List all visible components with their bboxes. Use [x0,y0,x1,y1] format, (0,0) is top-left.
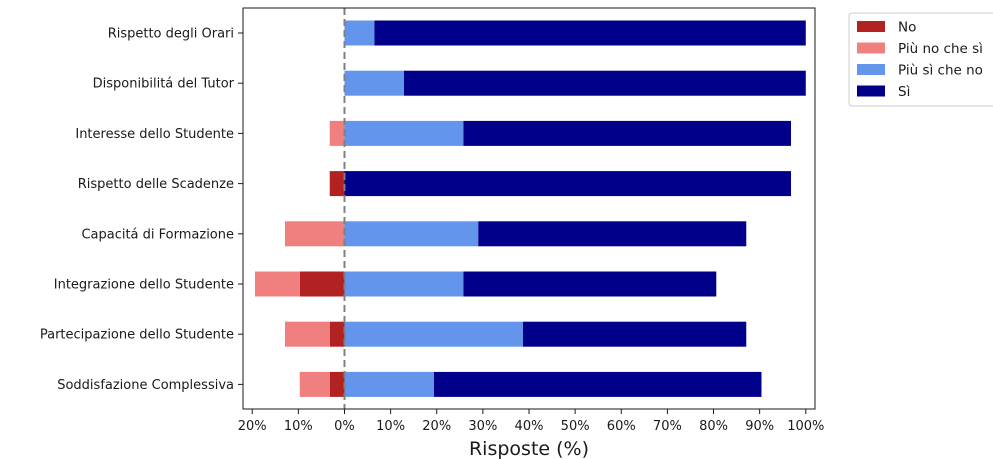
y-tick-label-partecipazione-dello-studente: Partecipazione dello Studente [40,328,234,343]
legend-box [848,12,993,107]
x-tick-label: 10% [284,419,313,434]
legend-label-no: No [898,20,916,36]
x-tick-label: 60% [607,419,636,434]
legend-label-si: Sì [898,84,910,100]
x-axis: 20% 10% 0% 10% 20% 30% 40% 50% 60% 70% 80% 90% 100% [238,409,824,434]
bar-capacita-di-formazione-piu-si-che-no [344,221,479,247]
y-tick-label-rispetto-delle-scadenze: Rispetto delle Scadenze [78,177,234,192]
bar-rispetto-degli-orari-piu-si-che-no [344,20,375,46]
legend-swatch-no [857,21,885,32]
y-tick-label-rispetto-degli-orari: Rispetto degli Orari [108,27,234,42]
x-axis-title: Risposte (%) [469,438,589,459]
y-tick-label-capacita-di-formazione: Capacitá di Formazione [81,227,234,242]
x-tick-label: 70% [653,419,682,434]
legend-label-piu-no-che-si: Più no che sì [898,41,983,57]
x-tick-label: 80% [699,419,728,434]
bar-partecipazione-dello-studente-piu-no-che-si [284,321,330,347]
x-tick-label: 10% [376,419,405,434]
x-tick-label: 20% [422,419,451,434]
y-axis: Rispetto degli Orari Disponibilitá del Tu… [40,27,243,393]
bar-interesse-dello-studente-si [463,120,792,146]
legend-swatch-si [857,85,885,97]
legend-swatch-piu-si-che-no [857,64,885,75]
plot-frame [242,7,816,410]
y-tick-label-interesse-dello-studente: Interesse dello Studente [75,127,234,142]
bar-soddisfazione-complessiva-no [329,371,345,397]
bar-integrazione-dello-studente-piu-no-che-si [254,271,300,297]
bar-soddisfazione-complessiva-piu-no-che-si [299,371,330,397]
bar-integrazione-dello-studente-piu-si-che-no [344,271,464,297]
x-tick-label: 40% [515,419,544,434]
x-tick-label: 0% [334,419,355,434]
bar-integrazione-dello-studente-si [463,271,717,297]
bar-disponibilita-del-tutor-piu-si-che-no [344,70,404,96]
legend: No Più no che sì Più sì che no Sì [848,12,993,107]
bar-rispetto-delle-scadenze-si [344,171,792,197]
x-tick-label: 50% [561,419,590,434]
x-tick-label: 30% [468,419,497,434]
y-tick-label-integrazione-dello-studente: Integrazione dello Studente [54,278,234,293]
bar-capacita-di-formazione-si [478,221,747,247]
bar-soddisfazione-complessiva-si [433,371,762,397]
bar-partecipazione-dello-studente-si [523,321,747,347]
bar-soddisfazione-complessiva-piu-si-che-no [344,371,434,397]
bar-rispetto-delle-scadenze-no [329,171,345,197]
bar-partecipazione-dello-studente-no [329,321,345,347]
x-tick-label: 20% [238,419,267,434]
bar-integrazione-dello-studente-no [299,271,345,297]
bar-interesse-dello-studente-piu-si-che-no [344,120,464,146]
bar-partecipazione-dello-studente-piu-si-che-no [344,321,524,347]
bar-interesse-dello-studente-piu-no-che-si [329,120,345,146]
bars-layer [254,20,806,397]
bar-disponibilita-del-tutor-si [403,70,806,96]
bar-rispetto-degli-orari-si [374,20,806,46]
legend-swatch-piu-no-che-si [857,42,885,54]
y-tick-label-disponibilita-del-tutor: Disponibilitá del Tutor [93,77,235,92]
y-tick-label-soddisfazione-complessiva: Soddisfazione Complessiva [57,378,234,393]
bar-capacita-di-formazione-piu-no-che-si [284,221,345,247]
x-tick-label: 100% [787,419,824,434]
legend-label-piu-si-che-no: Più sì che no [898,63,983,79]
x-tick-label: 90% [745,419,774,434]
